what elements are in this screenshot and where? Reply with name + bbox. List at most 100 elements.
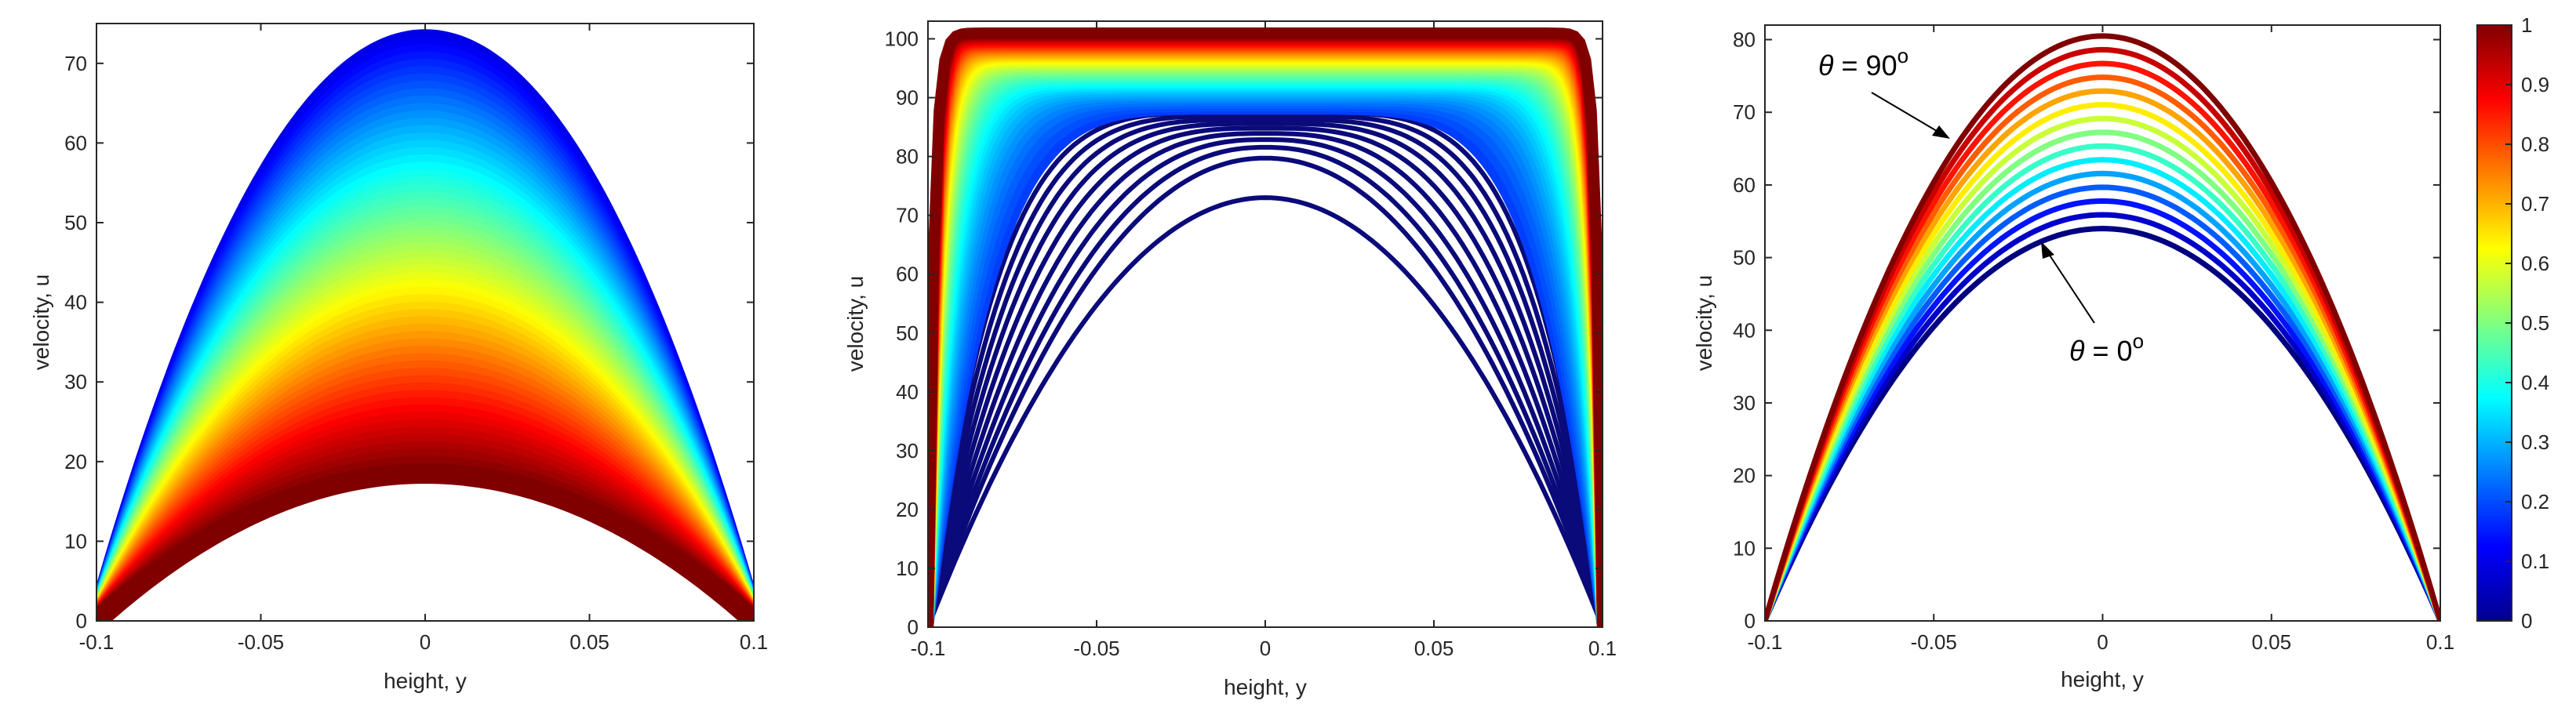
series-line xyxy=(1765,198,2440,621)
x-tick-label: -0.05 xyxy=(238,630,284,654)
colorbar-tick-label: 0.5 xyxy=(2521,311,2549,335)
chart-1: -0.1 -0.05 0 0.05 0.1 0 10 20 30 40 50 60 70 height,… xyxy=(29,23,768,693)
svg-text:θ = 0o: θ = 0o xyxy=(2069,329,2144,367)
chart-3-ylabel: velocity, u xyxy=(1692,275,1716,371)
y-tick-label: 80 xyxy=(1733,28,1756,52)
series-line xyxy=(928,131,1603,627)
x-tick-label: 0.05 xyxy=(569,630,609,654)
chart-1-ylabel: velocity, u xyxy=(29,274,53,370)
y-tick-label: 40 xyxy=(896,380,919,404)
chart-2: -0.1 -0.05 0 0.05 0.10102030405060708090100 … xyxy=(843,20,1617,699)
colorbar-tick-label: 0.9 xyxy=(2521,73,2549,96)
y-tick-label: 60 xyxy=(896,263,919,286)
svg-text:θ = 90o: θ = 90o xyxy=(1818,44,1908,82)
annotation-theta-90-symbol: θ xyxy=(1818,49,1834,82)
y-tick-label: 10 xyxy=(64,529,87,553)
x-tick-label: -0.1 xyxy=(79,630,115,654)
series-line xyxy=(1765,74,2440,621)
series-line xyxy=(928,125,1603,627)
x-tick-label: 0.1 xyxy=(1588,637,1617,660)
annotation-theta-0-sup: o xyxy=(2133,329,2144,353)
annotation-theta-0-symbol: θ xyxy=(2069,335,2085,367)
y-tick-label: 70 xyxy=(1733,100,1756,124)
chart-3-curves xyxy=(1765,33,2440,621)
chart-2-curves xyxy=(928,27,1603,627)
x-tick-label: 0.05 xyxy=(2251,630,2291,654)
chart-3: -0.1 -0.05 0 0.05 0.1 0 10 20 30 40 50 60 70 80 heigh… xyxy=(1692,24,2454,691)
x-tick-label: 0.05 xyxy=(1414,637,1454,660)
y-tick-label: 30 xyxy=(1733,391,1756,415)
annotation-theta-90-arrowhead xyxy=(1932,125,1950,139)
annotation-theta-0-arrow xyxy=(2045,249,2095,324)
colorbar-tick-label: 0.3 xyxy=(2521,430,2549,454)
x-tick-label: 0.1 xyxy=(2426,630,2454,654)
series-line xyxy=(928,27,1603,627)
y-tick-label: 20 xyxy=(64,450,87,474)
y-tick-label: 70 xyxy=(896,204,919,227)
colorbar-tick-label: 0.4 xyxy=(2521,371,2549,394)
colorbar-ticks: 0 0.1 0.2 0.3 0.4 0.5 0.6 0.7 0.8 0.9 1 xyxy=(2505,13,2549,633)
series-line xyxy=(1765,157,2440,621)
annotation-theta-0-text: = 0 xyxy=(2085,335,2133,367)
colorbar-tick-label: 0.6 xyxy=(2521,252,2549,275)
chart-1-xlabel: height, y xyxy=(384,669,467,693)
series-line xyxy=(1765,88,2440,621)
y-tick-label: 70 xyxy=(64,52,87,75)
series-line xyxy=(928,195,1603,627)
x-tick-label: 0 xyxy=(2097,630,2108,654)
y-tick-label: 20 xyxy=(896,498,919,521)
series-line xyxy=(96,463,754,621)
colorbar: 0 0.1 0.2 0.3 0.4 0.5 0.6 0.7 0.8 0.9 1 xyxy=(2476,13,2549,633)
series-line xyxy=(1765,184,2440,621)
y-tick-label: 90 xyxy=(896,86,919,110)
series-line xyxy=(928,103,1603,627)
annotation-theta-0: θ = 0o xyxy=(2041,241,2144,367)
y-tick-label: 40 xyxy=(64,291,87,314)
y-tick-label: 20 xyxy=(1733,464,1756,488)
y-tick-label: 10 xyxy=(896,557,919,580)
x-tick-label: 0 xyxy=(420,630,431,654)
series-line xyxy=(1765,60,2440,621)
series-line xyxy=(1765,33,2440,621)
x-tick-label: 0.1 xyxy=(740,630,768,654)
series-line xyxy=(928,155,1603,627)
annotation-theta-90: θ = 90o xyxy=(1818,44,1950,139)
chart-2-ylabel: velocity, u xyxy=(843,276,868,372)
y-tick-label: 0 xyxy=(1745,609,1756,633)
chart-3-ticks: -0.1 -0.05 0 0.05 0.1 0 10 20 30 40 50 60 70 80 xyxy=(1733,25,2454,654)
x-tick-label: -0.1 xyxy=(911,637,946,660)
series-line xyxy=(928,121,1603,627)
series-line xyxy=(928,144,1603,627)
y-tick-label: 60 xyxy=(1733,173,1756,197)
series-line xyxy=(1765,225,2440,621)
colorbar-tick-label: 1 xyxy=(2521,13,2532,37)
y-tick-label: 10 xyxy=(1733,536,1756,560)
colorbar-tick-label: 0.2 xyxy=(2521,490,2549,513)
y-tick-label: 100 xyxy=(885,27,919,51)
chart-3-xlabel: height, y xyxy=(2061,667,2144,691)
chart-2-xlabel: height, y xyxy=(1224,675,1307,699)
series-line xyxy=(928,113,1603,627)
y-tick-label: 40 xyxy=(1733,318,1756,342)
x-tick-label: -0.05 xyxy=(1911,630,1957,654)
y-tick-label: 0 xyxy=(76,609,87,633)
series-line xyxy=(928,117,1603,627)
y-tick-label: 30 xyxy=(64,370,87,394)
series-line xyxy=(1765,102,2440,621)
x-tick-label: -0.1 xyxy=(1748,630,1783,654)
colorbar-tick-label: 0.7 xyxy=(2521,192,2549,216)
y-tick-label: 60 xyxy=(64,131,87,154)
series-line xyxy=(1765,143,2440,621)
annotation-theta-0-arrowhead xyxy=(2041,241,2054,259)
x-tick-label: -0.05 xyxy=(1073,637,1119,660)
series-line xyxy=(1765,46,2440,621)
chart-1-curves xyxy=(96,29,754,621)
chart-1-ticks: -0.1 -0.05 0 0.05 0.1 0 10 20 30 40 50 60 70 xyxy=(64,24,768,654)
y-tick-label: 80 xyxy=(896,145,919,169)
y-tick-label: 50 xyxy=(896,321,919,345)
colorbar-tick-label: 0.8 xyxy=(2521,132,2549,156)
annotation-theta-90-sup: o xyxy=(1897,44,1908,67)
series-line xyxy=(1765,115,2440,621)
annotation-theta-90-arrow xyxy=(1871,92,1941,134)
